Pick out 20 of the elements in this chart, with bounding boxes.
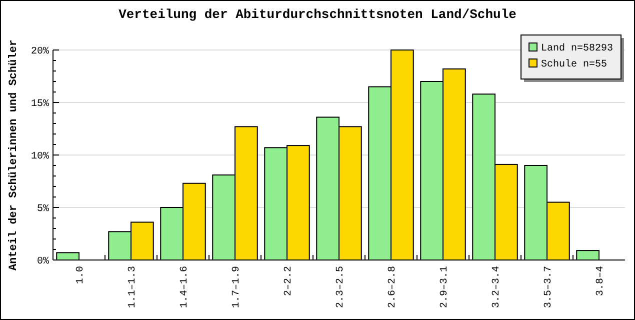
x-tick-label: 1.4–1.6: [180, 266, 190, 308]
y-axis-title: Anteil der Schülerinnen und Schüler: [8, 39, 20, 271]
x-tick-label: 2.6–2.8: [388, 266, 398, 308]
x-tick-label: 2.9–3.1: [440, 266, 450, 308]
x-tick-label: 3.5–3.7: [544, 266, 554, 308]
chart-title: Verteilung der Abiturdurchschnittsnoten Land/Schule: [118, 7, 517, 22]
legend-label: Schule n=55: [541, 58, 608, 70]
y-tick-label: 15%: [30, 99, 49, 110]
x-tick-label: 3.2–3.4: [492, 266, 502, 308]
legend-label: Land n=58293: [541, 42, 614, 54]
x-tick-label: 2.3–2.5: [336, 266, 346, 308]
y-tick-label: 5%: [36, 204, 49, 215]
x-tick-label: 1.1–1.3: [128, 266, 138, 308]
x-tick-label: 3.8–4: [596, 266, 606, 296]
x-tick-label: 1.0: [76, 266, 86, 284]
y-tick-label: 20%: [30, 46, 49, 58]
x-tick-label: 2–2.2: [284, 266, 294, 296]
x-tick-label: 1.7–1.9: [232, 266, 242, 308]
y-tick-label: 10%: [30, 152, 49, 162]
y-tick-label: 0%: [36, 256, 49, 268]
